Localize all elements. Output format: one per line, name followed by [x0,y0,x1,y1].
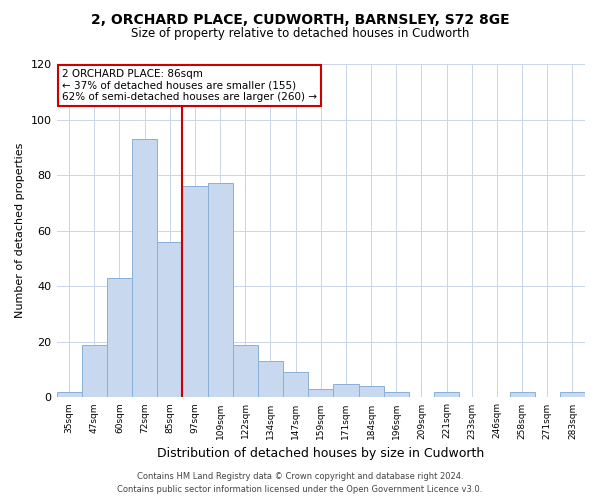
Bar [107,278,132,398]
Bar [283,372,308,398]
Text: Size of property relative to detached houses in Cudworth: Size of property relative to detached ho… [131,28,469,40]
Bar [560,392,585,398]
Bar [157,242,182,398]
Text: Contains HM Land Registry data © Crown copyright and database right 2024.
Contai: Contains HM Land Registry data © Crown c… [118,472,482,494]
Bar [434,392,459,398]
Bar [132,139,157,398]
Bar [359,386,383,398]
X-axis label: Distribution of detached houses by size in Cudworth: Distribution of detached houses by size … [157,447,484,460]
Text: 2 ORCHARD PLACE: 86sqm
← 37% of detached houses are smaller (155)
62% of semi-de: 2 ORCHARD PLACE: 86sqm ← 37% of detached… [62,69,317,102]
Bar [334,384,359,398]
Bar [82,344,107,398]
Bar [233,344,258,398]
Bar [308,389,334,398]
Bar [383,392,409,398]
Bar [208,184,233,398]
Bar [258,362,283,398]
Bar [182,186,208,398]
Bar [509,392,535,398]
Text: 2, ORCHARD PLACE, CUDWORTH, BARNSLEY, S72 8GE: 2, ORCHARD PLACE, CUDWORTH, BARNSLEY, S7… [91,12,509,26]
Bar [56,392,82,398]
Y-axis label: Number of detached properties: Number of detached properties [15,143,25,318]
